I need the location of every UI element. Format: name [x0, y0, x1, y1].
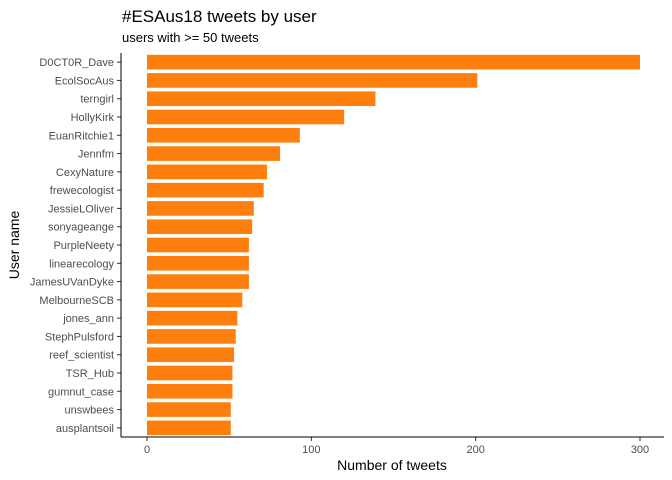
chart-title: #ESAus18 tweets by user: [122, 7, 317, 26]
bar-JessieLOliver: [147, 201, 254, 216]
bar-sonyageange: [147, 219, 253, 235]
bar-StephPulsford: [147, 329, 236, 344]
y-tick-label: unswbees: [64, 405, 114, 417]
y-tick-label: reef_scientist: [49, 350, 114, 362]
x-axis-title: Number of tweets: [337, 457, 447, 473]
bar-EcolSocAus: [147, 73, 478, 88]
y-tick-label: MelbourneSCB: [39, 295, 114, 307]
bar-jones_ann: [147, 310, 238, 326]
bar-unswbees: [147, 402, 231, 417]
y-tick-label: jones_ann: [62, 313, 114, 325]
chart-subtitle: users with >= 50 tweets: [122, 30, 259, 45]
y-tick-label: EuanRitchie1: [49, 130, 114, 142]
x-tick-label: 200: [466, 444, 484, 456]
x-tick-label: 0: [144, 444, 150, 456]
y-tick-label: frewecologist: [50, 185, 114, 197]
bar-HollyKirk: [147, 109, 345, 125]
y-tick-label: ausplantsoil: [56, 423, 114, 435]
y-tick-label: Jennfm: [78, 149, 114, 161]
bar-EuanRitchie1: [147, 127, 300, 143]
bar-terngirl: [147, 91, 376, 107]
y-tick-label: EcolSocAus: [55, 75, 115, 87]
y-axis-ticks: D0CT0R_Dave EcolSocAus terngirl HollyKirk Eu…: [30, 57, 121, 435]
bar-ausplantsoil: [147, 420, 231, 436]
y-tick-label: CexyNature: [56, 167, 114, 179]
bar-TSR_Hub: [147, 365, 233, 381]
x-tick-label: 300: [631, 444, 649, 456]
bar-Jennfm: [147, 146, 281, 161]
y-tick-label: terngirl: [80, 94, 114, 106]
bar-CexyNature: [147, 164, 267, 180]
y-tick-label: JessieLOliver: [48, 203, 114, 215]
y-tick-label: TSR_Hub: [66, 368, 114, 380]
y-tick-label: HollyKirk: [71, 112, 115, 124]
x-axis-ticks: 0 100 200 300: [144, 437, 649, 456]
y-tick-label: PurpleNeety: [53, 240, 114, 252]
y-tick-label: StephPulsford: [45, 331, 114, 343]
bar-D0CT0R_Dave: [147, 54, 640, 70]
bar-JamesUVanDyke: [147, 274, 249, 289]
bars-layer: [147, 54, 640, 436]
y-axis-title: User name: [6, 211, 22, 280]
bar-PurpleNeety: [147, 237, 249, 253]
bar-reef_scientist: [147, 347, 235, 363]
y-tick-label: linearecology: [49, 258, 114, 270]
bar-MelbourneSCB: [147, 292, 243, 308]
x-tick-label: 100: [302, 444, 320, 456]
bar-gumnut_case: [147, 383, 233, 399]
bar-linearecology: [147, 255, 249, 271]
bar-frewecologist: [147, 182, 264, 198]
y-tick-label: JamesUVanDyke: [30, 277, 114, 289]
y-tick-label: sonyageange: [48, 222, 114, 234]
y-tick-label: D0CT0R_Dave: [39, 57, 114, 69]
y-tick-label: gumnut_case: [48, 386, 114, 398]
